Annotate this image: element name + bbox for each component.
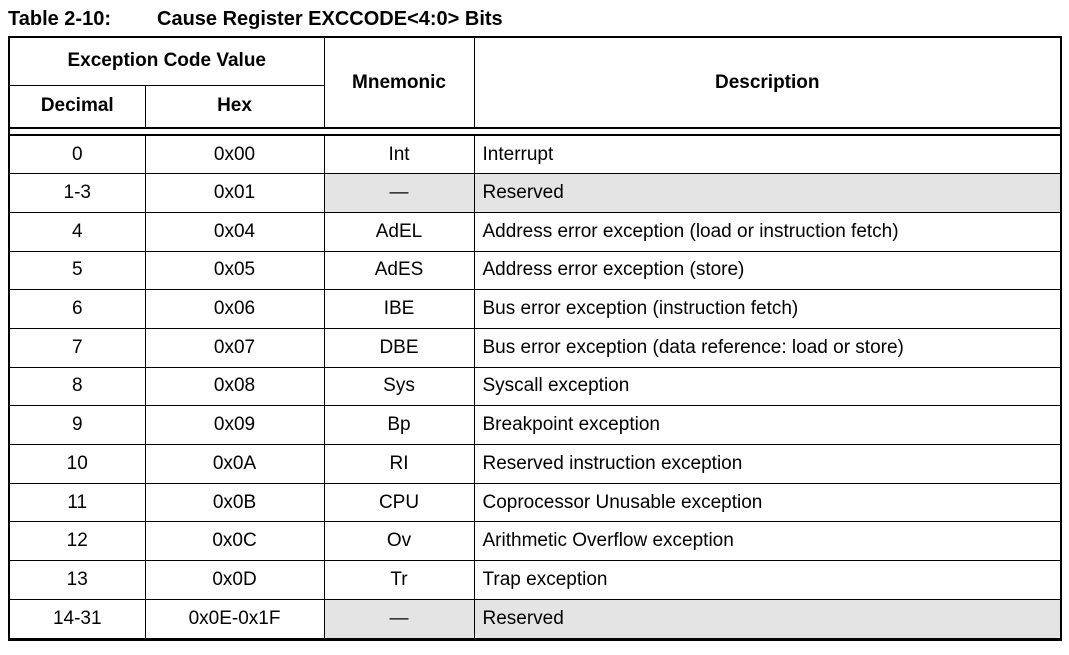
cell-decimal: 9 [10,405,146,445]
exccode-table: Exception Code Value Mnemonic Descriptio… [8,36,1062,641]
cell-description: Breakpoint exception [474,405,1060,445]
table-row: 0 0x00 Int Interrupt [10,135,1060,175]
cell-decimal: 14-31 [10,599,146,638]
cell-description: Trap exception [474,560,1060,600]
table-body: 0 0x00 Int Interrupt 1-3 0x01 — Reserved… [10,135,1060,638]
cell-decimal: 5 [10,251,146,291]
table-row: 9 0x09 Bp Breakpoint exception [10,405,1060,445]
cell-decimal: 1-3 [10,173,146,213]
cell-description: Address error exception (load or instruc… [474,212,1060,252]
cell-hex: 0x07 [145,328,325,368]
cell-description: Bus error exception (data reference: loa… [474,328,1060,368]
header-exception-code-value: Exception Code Value [10,38,325,86]
cell-mnemonic: — [324,599,475,638]
header-hex: Hex [145,85,325,128]
header-description: Description [714,71,820,93]
cell-decimal: 8 [10,367,146,407]
header-row-sub: Decimal Hex [10,85,1060,128]
table-caption: Table 2-10: Cause Register EXCCODE<4:0> B… [8,9,1062,30]
cell-mnemonic: Bp [324,405,475,445]
table-row: 13 0x0D Tr Trap exception [10,560,1060,600]
table-row: 14-31 0x0E-0x1F — Reserved [10,599,1060,638]
table-row: 5 0x05 AdES Address error exception (sto… [10,251,1060,291]
header-row-group: Exception Code Value Mnemonic Descriptio… [10,38,1060,128]
cell-decimal: 12 [10,521,146,562]
cell-mnemonic: RI [324,444,475,484]
table-row: 7 0x07 DBE Bus error exception (data ref… [10,328,1060,368]
table-body-table: 0 0x00 Int Interrupt 1-3 0x01 — Reserved… [10,134,1060,638]
cell-description: Reserved [474,173,1060,213]
cell-mnemonic: — [324,173,475,213]
cell-hex: 0x00 [145,135,325,175]
cell-decimal: 13 [10,560,146,600]
cell-hex: 0x05 [145,251,325,291]
cell-decimal: 6 [10,289,146,329]
table-row: 12 0x0C Ov Arithmetic Overflow exception [10,521,1060,562]
cell-hex: 0x0C [145,521,325,562]
cell-mnemonic: Ov [324,521,475,562]
header-decimal: Decimal [10,85,146,128]
table-row: 6 0x06 IBE Bus error exception (instruct… [10,289,1060,329]
cell-mnemonic: CPU [324,483,475,523]
cell-hex: 0x06 [145,289,325,329]
table-row: 4 0x04 AdEL Address error exception (loa… [10,212,1060,252]
cell-mnemonic: IBE [324,289,475,329]
cell-hex: 0x0E-0x1F [145,599,325,638]
cell-description: Bus error exception (instruction fetch) [474,289,1060,329]
cell-decimal: 7 [10,328,146,368]
cell-mnemonic: Sys [324,367,475,407]
cell-decimal: 4 [10,212,146,252]
cell-description: Coprocessor Unusable exception [474,483,1060,523]
cell-mnemonic: DBE [324,328,475,368]
cell-description: Reserved instruction exception [474,444,1060,484]
table-row: 1-3 0x01 — Reserved [10,173,1060,213]
table-caption-title: Cause Register EXCCODE<4:0> Bits [157,8,503,30]
cell-description: Address error exception (store) [474,251,1060,291]
header-mnemonic: Mnemonic [324,38,475,128]
table-row: 8 0x08 Sys Syscall exception [10,367,1060,407]
table-row: 11 0x0B CPU Coprocessor Unusable excepti… [10,483,1060,523]
cell-hex: 0x08 [145,367,325,407]
cell-decimal: 10 [10,444,146,484]
table-caption-number: Table 2-10: [8,8,111,30]
cell-hex: 0x0D [145,560,325,600]
cell-description: Interrupt [474,135,1060,175]
header-body-divider [10,129,1060,134]
cell-mnemonic: AdEL [324,212,475,252]
cell-description: Syscall exception [474,367,1060,407]
cell-hex: 0x09 [145,405,325,445]
cell-mnemonic: Tr [324,560,475,600]
table-header: Exception Code Value Mnemonic Descriptio… [10,38,1060,129]
cell-decimal: 0 [10,135,146,175]
cell-mnemonic: AdES [324,251,475,291]
cell-decimal: 11 [10,483,146,523]
cell-description: Arithmetic Overflow exception [474,521,1060,562]
cell-hex: 0x04 [145,212,325,252]
cell-hex: 0x0B [145,483,325,523]
cell-hex: 0x0A [145,444,325,484]
table-row: 10 0x0A RI Reserved instruction exceptio… [10,444,1060,484]
cell-hex: 0x01 [145,173,325,213]
cell-mnemonic: Int [324,135,475,175]
cell-description: Reserved [474,599,1060,638]
document-page: Table 2-10: Cause Register EXCCODE<4:0> B… [8,9,1062,641]
